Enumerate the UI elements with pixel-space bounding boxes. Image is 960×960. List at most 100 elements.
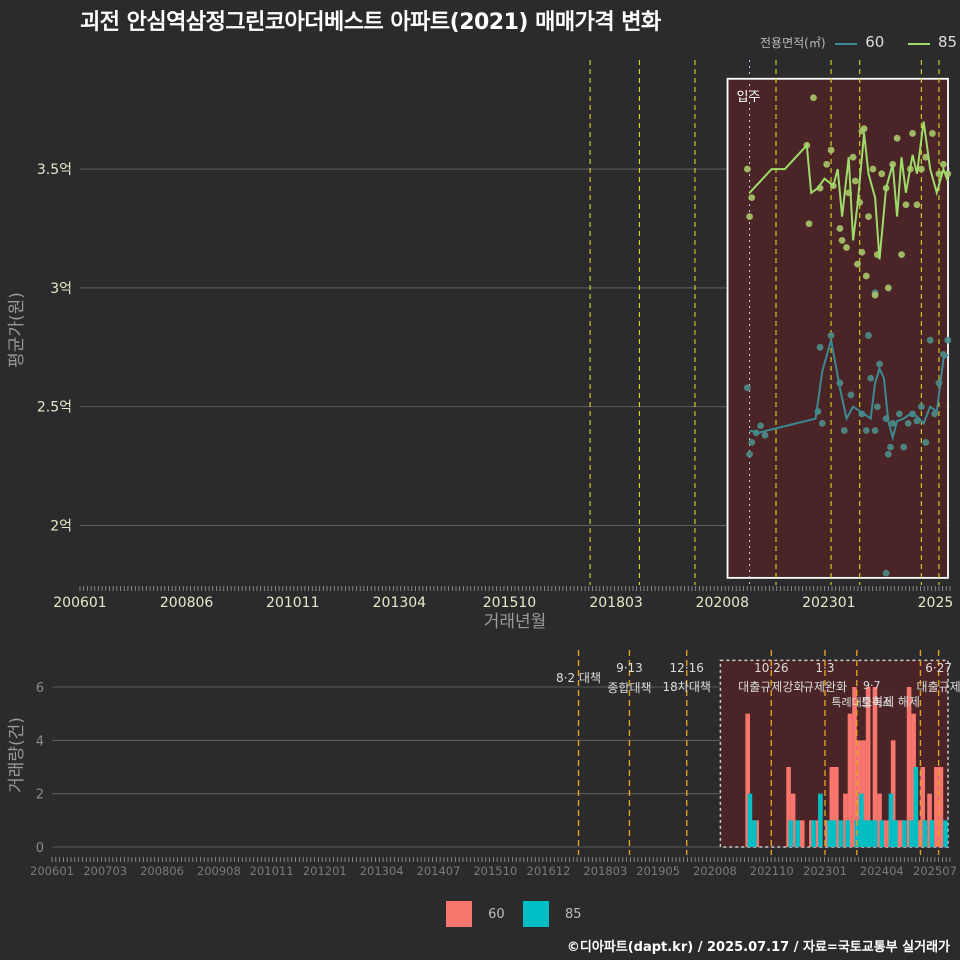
volume-bar-60 — [920, 767, 926, 847]
price-x-tick-label: 2025 — [918, 595, 954, 611]
price-point-60 — [827, 332, 835, 339]
price-point-85 — [823, 160, 831, 168]
volume-bar-60 — [852, 687, 857, 847]
policy-date-label: 8·2 대책 — [556, 670, 601, 685]
volume-x-tick-label: 202110 — [750, 864, 794, 878]
price-y-tick-label: 2.5억 — [37, 400, 72, 416]
price-x-axis-title: 거래년월 — [484, 612, 547, 632]
volume-x-tick-label: 200601 — [30, 864, 74, 878]
legend-swatch-60 — [446, 901, 472, 927]
price-line-60 — [749, 339, 949, 442]
price-point-60 — [917, 403, 925, 411]
volume-x-tick-label: 201304 — [360, 864, 404, 878]
price-x-tick-label: 201011 — [266, 595, 319, 611]
price-point-85 — [860, 125, 868, 133]
price-point-60 — [816, 343, 824, 351]
volume-x-tick-label: 202008 — [693, 864, 737, 878]
volume-y-tick-label: 4 — [36, 734, 44, 749]
price-point-85 — [746, 213, 753, 221]
volume-bar-85 — [827, 820, 832, 847]
price-point-60 — [748, 438, 756, 446]
policy-date-label: 9·13 — [616, 661, 643, 675]
price-point-60 — [944, 336, 952, 344]
price-point-85 — [909, 130, 916, 137]
price-point-60 — [887, 443, 894, 451]
price-line-85 — [748, 121, 949, 260]
price-point-85 — [913, 201, 921, 209]
price-point-85 — [939, 160, 947, 168]
price-point-85 — [878, 170, 886, 178]
volume-bar-85 — [788, 820, 794, 847]
price-point-60 — [847, 391, 855, 399]
price-point-60 — [876, 360, 883, 368]
price-point-60 — [818, 419, 826, 427]
policy-date-label: 12·16 — [670, 661, 704, 675]
price-point-60 — [926, 336, 934, 344]
legend-swatch-85 — [522, 901, 549, 927]
volume-bar-85 — [818, 793, 823, 847]
volume-x-tick-label: 201510 — [473, 864, 517, 878]
policy-text-label: 대출규제강화 — [738, 680, 804, 694]
volume-bar-85 — [831, 820, 837, 847]
volume-bar-85 — [868, 820, 873, 847]
policy-text-label: 토허제 해제 — [861, 695, 920, 709]
price-y-tick-label: 3.5억 — [37, 162, 72, 178]
price-point-60 — [746, 450, 753, 458]
price-x-tick-label: 200601 — [53, 595, 106, 611]
volume-x-tick-label: 201011 — [250, 864, 294, 878]
price-point-60 — [867, 374, 875, 382]
price-point-85 — [893, 134, 901, 142]
volume-y-tick-label: 6 — [36, 681, 44, 696]
volume-bar-85 — [838, 820, 844, 847]
price-point-60 — [904, 419, 912, 427]
volume-bar-85 — [913, 767, 919, 847]
policy-text-label: 규제완화 — [803, 680, 847, 694]
policy-date-label: 9·7 — [863, 679, 881, 692]
price-y-tick-label: 3억 — [50, 281, 72, 297]
legend-label-85: 85 — [937, 33, 958, 51]
volume-bar-60 — [890, 740, 896, 847]
price-point-85 — [928, 130, 936, 137]
price-x-tick-label: 201510 — [483, 595, 536, 611]
price-point-85 — [884, 284, 892, 292]
price-point-85 — [858, 248, 866, 256]
price-x-tick-label: 202301 — [802, 595, 855, 611]
price-x-tick-label: 200806 — [160, 595, 214, 611]
volume-bar-60 — [906, 687, 912, 847]
volume-bar-85 — [872, 820, 878, 847]
source-footer: ©디아파트(dapt.kr) / 2025.07.17 / 자료=국토교통부 실… — [566, 940, 950, 955]
price-point-60 — [743, 384, 751, 392]
legend-line-60 — [835, 42, 858, 45]
price-x-tick-label: 201803 — [589, 595, 642, 611]
price-point-60 — [757, 422, 764, 430]
volume-bar-85 — [752, 820, 757, 847]
volume-x-tick-label: 202507 — [913, 864, 957, 878]
price-point-60 — [884, 450, 892, 458]
price-point-85 — [869, 165, 877, 173]
price-point-85 — [865, 213, 872, 221]
volume-x-tick-label: 201905 — [636, 864, 680, 878]
legend-bar-label-60: 60 — [488, 906, 505, 922]
occupancy-label: 입주 — [737, 90, 761, 105]
price-point-60 — [873, 403, 881, 411]
price-point-60 — [922, 438, 930, 446]
volume-bar-85 — [943, 820, 948, 847]
price-point-60 — [840, 427, 848, 434]
volume-x-tick-label: 200806 — [140, 864, 184, 878]
price-point-85 — [849, 153, 857, 161]
price-point-60 — [862, 427, 870, 434]
volume-bar-85 — [879, 820, 885, 847]
volume-bar-85 — [747, 793, 753, 847]
volume-x-tick-label: 200908 — [197, 864, 241, 878]
price-y-axis-title: 평균가(원) — [7, 292, 27, 368]
occupancy-box — [726, 77, 949, 579]
policy-date-label: 1·3 — [815, 661, 834, 675]
volume-bar-60 — [745, 713, 750, 847]
volume-y-tick-label: 0 — [36, 841, 44, 856]
legend-bar-label-85: 85 — [564, 906, 582, 922]
volume-bar-85 — [909, 820, 914, 847]
volume-bar-60 — [847, 713, 853, 847]
volume-x-tick-label: 201612 — [527, 864, 571, 878]
legend-line-85 — [908, 42, 931, 45]
price-x-tick-label: 201304 — [373, 595, 427, 611]
